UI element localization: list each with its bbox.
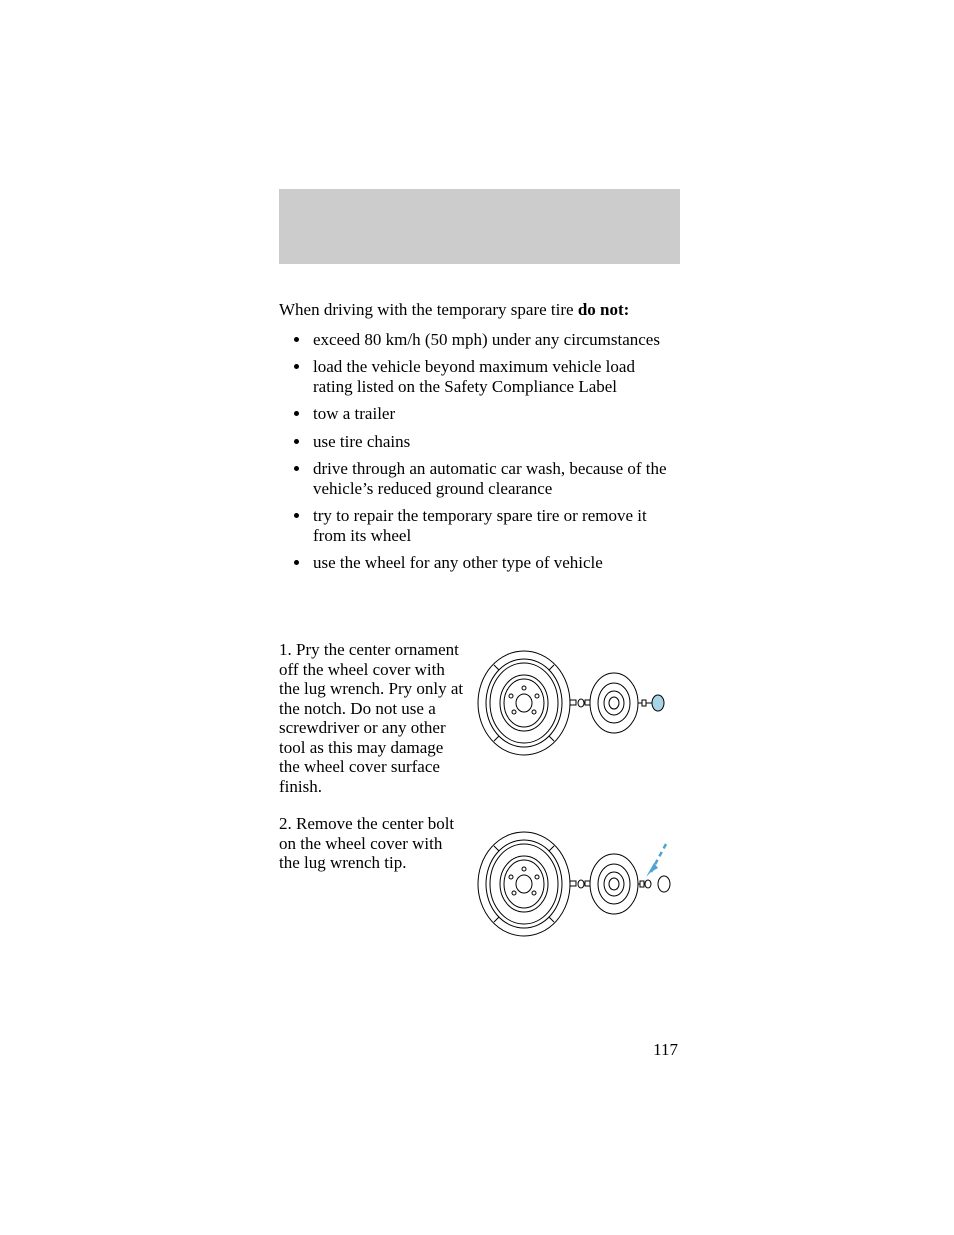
intro-bold: do not: xyxy=(578,300,629,319)
page-number: 117 xyxy=(653,1040,678,1060)
center-bolt-icon xyxy=(638,880,651,888)
wheel-diagram-1 xyxy=(474,640,674,765)
donot-list: exceed 80 km/h (50 mph) under any circum… xyxy=(279,330,674,573)
step-text: 2. Remove the center bolt on the wheel c… xyxy=(279,814,464,873)
step-row: 1. Pry the center ornament off the wheel… xyxy=(279,640,674,796)
list-item: drive through an automatic car wash, bec… xyxy=(311,459,674,498)
arrow-icon xyxy=(646,844,666,877)
step-text: 1. Pry the center ornament off the wheel… xyxy=(279,640,464,796)
tire-icon xyxy=(478,832,570,936)
steps-section: 1. Pry the center ornament off the wheel… xyxy=(279,640,674,957)
list-item: use the wheel for any other type of vehi… xyxy=(311,553,674,573)
shaft-icon xyxy=(638,700,652,706)
intro-line: When driving with the temporary spare ti… xyxy=(279,300,674,320)
body-content: When driving with the temporary spare ti… xyxy=(279,300,674,581)
document-page: When driving with the temporary spare ti… xyxy=(0,0,954,1235)
wheel-cover-icon xyxy=(590,854,638,914)
exploded-bits-icon xyxy=(570,880,590,888)
exploded-bits-icon xyxy=(570,699,590,707)
ornament-cap-highlight-icon xyxy=(652,695,664,711)
wheel-diagram-2 xyxy=(474,814,674,939)
list-item: load the vehicle beyond maximum vehicle … xyxy=(311,357,674,396)
wheel-cover-icon xyxy=(590,673,638,733)
list-item: use tire chains xyxy=(311,432,674,452)
header-bar xyxy=(279,189,680,264)
step-row: 2. Remove the center bolt on the wheel c… xyxy=(279,814,674,939)
tire-icon xyxy=(478,651,570,755)
list-item: try to repair the temporary spare tire o… xyxy=(311,506,674,545)
list-item: tow a trailer xyxy=(311,404,674,424)
list-item: exceed 80 km/h (50 mph) under any circum… xyxy=(311,330,674,350)
intro-prefix: When driving with the temporary spare ti… xyxy=(279,300,578,319)
ornament-cap-icon xyxy=(658,876,670,892)
